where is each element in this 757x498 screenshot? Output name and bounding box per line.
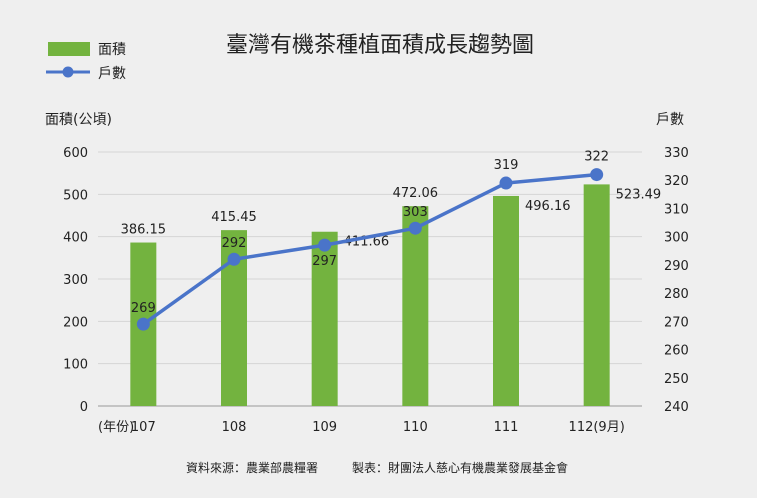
- legend-line-marker: [62, 66, 74, 78]
- x-axis-label: (年份): [98, 420, 134, 435]
- bar-data-label: 472.06: [393, 186, 439, 201]
- line-data-label: 319: [494, 158, 519, 173]
- gridlines: [98, 151, 642, 407]
- bar: [311, 231, 338, 406]
- x-tick-label: 109: [312, 420, 337, 435]
- line-point: [318, 238, 332, 252]
- legend-bar-swatch: [48, 42, 90, 56]
- left-axis-label: 面積(公頃): [45, 112, 112, 128]
- legend: 面積 戶數: [46, 42, 126, 82]
- right-tick-label: 330: [664, 146, 689, 161]
- right-tick-label: 320: [664, 174, 689, 189]
- bar-data-label: 523.49: [616, 187, 662, 202]
- source-note: 資料來源：農業部農糧署: [186, 460, 318, 475]
- x-tick-label: 111: [494, 420, 519, 435]
- x-tick-label: 107: [131, 420, 156, 435]
- left-tick-label: 100: [63, 358, 88, 373]
- right-tick-label: 310: [664, 202, 689, 217]
- bar-data-label: 415.45: [211, 210, 257, 225]
- line-point: [227, 252, 241, 266]
- series-line: [142, 172, 597, 326]
- right-tick-label: 270: [664, 315, 689, 330]
- line-data-label: 292: [222, 236, 247, 251]
- line-data-label: 269: [131, 301, 156, 316]
- right-tick-label: 250: [664, 372, 689, 387]
- line-data-label: 322: [584, 150, 609, 165]
- bar-data-label: 386.15: [121, 223, 167, 238]
- left-tick-label: 500: [63, 188, 88, 203]
- line-data-label: 297: [312, 254, 337, 269]
- chart-title: 臺灣有機茶種植面積成長趨勢圖: [226, 33, 534, 58]
- right-tick-label: 240: [664, 400, 689, 415]
- bar: [402, 206, 429, 406]
- right-tick-label: 280: [664, 287, 689, 302]
- left-tick-label: 300: [63, 273, 88, 288]
- right-axis-label: 戶數: [656, 112, 684, 128]
- right-axis-ticks: 240 250 260 270 280 290 300 310 320 330: [664, 146, 689, 415]
- x-tick-label: 112(9月): [569, 420, 625, 435]
- line-data-label: 303: [403, 205, 428, 220]
- line-series: 269 292 297 303 319 322: [131, 150, 609, 331]
- left-tick-label: 600: [63, 146, 88, 161]
- line-point: [136, 317, 150, 331]
- right-tick-label: 290: [664, 259, 689, 274]
- bar-data-label: 496.16: [525, 199, 571, 214]
- line-point: [408, 221, 422, 235]
- x-tick-label: 110: [403, 420, 428, 435]
- bar: [493, 195, 519, 406]
- left-tick-label: 0: [80, 400, 88, 415]
- line-point: [499, 176, 513, 190]
- left-tick-label: 200: [63, 315, 88, 330]
- line-point: [590, 168, 604, 182]
- x-tick-label: 108: [222, 420, 247, 435]
- left-axis-ticks: 0 100 200 300 400 500 600: [63, 146, 88, 415]
- legend-bar-label: 面積: [98, 42, 126, 58]
- legend-line-label: 戶數: [98, 66, 126, 82]
- right-tick-label: 300: [664, 231, 689, 246]
- x-axis-ticks: 107 108 109 110 111 112(9月): [131, 420, 625, 435]
- right-tick-label: 260: [664, 344, 689, 359]
- bar: [583, 184, 610, 406]
- producer-note: 製表：財團法人慈心有機農業發展基金會: [352, 460, 568, 475]
- left-tick-label: 400: [63, 231, 88, 246]
